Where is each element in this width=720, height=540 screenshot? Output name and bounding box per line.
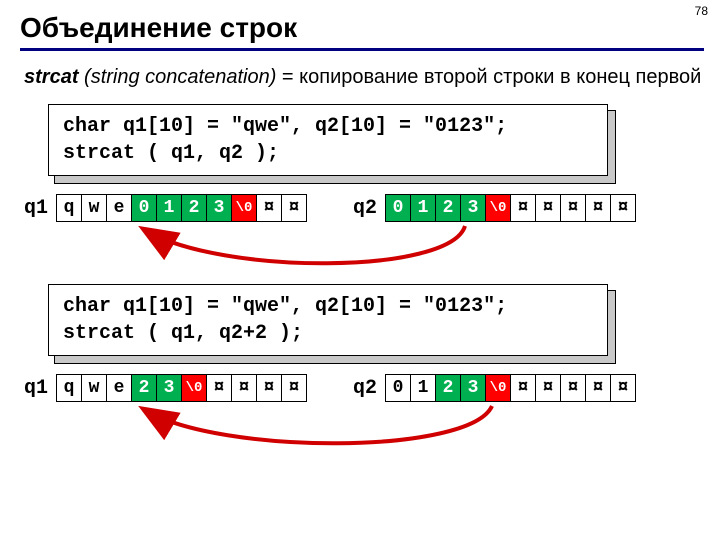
example2-row: q1 qwe23\0¤¤¤¤ q2 0123\0¤¤¤¤¤	[24, 374, 704, 402]
array-cell: w	[81, 374, 107, 402]
array-cell: 2	[435, 194, 461, 222]
array-cell: ¤	[281, 374, 307, 402]
array-cell: ¤	[231, 374, 257, 402]
code-2: char q1[10] = "qwe", q2[10] = "0123"; st…	[48, 284, 608, 356]
q2-label: q2	[353, 197, 377, 220]
desc-rest: = копирование второй строки в конец перв…	[276, 66, 701, 88]
array-cell: ¤	[281, 194, 307, 222]
array-cell: 1	[410, 194, 436, 222]
array-cell: 1	[156, 194, 182, 222]
array-cell: e	[106, 194, 132, 222]
array-cell: ¤	[560, 194, 586, 222]
q1-cells-2: qwe23\0¤¤¤¤	[56, 374, 307, 402]
title-rule	[20, 48, 704, 51]
array-cell: 2	[181, 194, 207, 222]
q2-label-2: q2	[353, 377, 377, 400]
array-cell: ¤	[560, 374, 586, 402]
array-cell: 3	[460, 194, 486, 222]
q1-cells: qwe0123\0¤¤	[56, 194, 307, 222]
q2-cells-2: 0123\0¤¤¤¤¤	[385, 374, 636, 402]
code-1: char q1[10] = "qwe", q2[10] = "0123"; st…	[48, 104, 608, 176]
array-cell: \0	[485, 194, 511, 222]
array-cell: 0	[131, 194, 157, 222]
q1-label: q1	[24, 197, 48, 220]
arrow-2	[20, 400, 720, 470]
array-cell: q	[56, 194, 82, 222]
description: strcat (string concatenation) = копирова…	[24, 65, 704, 90]
array-cell: e	[106, 374, 132, 402]
array-cell: ¤	[206, 374, 232, 402]
array-cell: 3	[156, 374, 182, 402]
arrow-1	[20, 220, 720, 290]
array-cell: 0	[385, 194, 411, 222]
array-cell: ¤	[535, 374, 561, 402]
array-cell: ¤	[610, 194, 636, 222]
page-title: Объединение строк	[20, 12, 704, 44]
array-cell: w	[81, 194, 107, 222]
desc-fn: strcat	[24, 66, 78, 88]
array-cell: ¤	[256, 194, 282, 222]
array-cell: 3	[206, 194, 232, 222]
array-cell: 2	[131, 374, 157, 402]
array-cell: ¤	[510, 374, 536, 402]
array-cell: ¤	[585, 374, 611, 402]
array-cell: ¤	[585, 194, 611, 222]
array-cell: 1	[410, 374, 436, 402]
codebox-1: char q1[10] = "qwe", q2[10] = "0123"; st…	[48, 104, 608, 176]
array-cell: \0	[181, 374, 207, 402]
q1-label-2: q1	[24, 377, 48, 400]
array-cell: ¤	[510, 194, 536, 222]
page-number: 78	[695, 4, 708, 18]
desc-paren: (string concatenation)	[84, 66, 276, 88]
q2-cells: 0123\0¤¤¤¤¤	[385, 194, 636, 222]
array-cell: ¤	[610, 374, 636, 402]
array-cell: \0	[231, 194, 257, 222]
array-cell: \0	[485, 374, 511, 402]
codebox-2: char q1[10] = "qwe", q2[10] = "0123"; st…	[48, 284, 608, 356]
array-cell: 0	[385, 374, 411, 402]
array-cell: ¤	[256, 374, 282, 402]
array-cell: 3	[460, 374, 486, 402]
array-cell: ¤	[535, 194, 561, 222]
array-cell: 2	[435, 374, 461, 402]
array-cell: q	[56, 374, 82, 402]
example1-row: q1 qwe0123\0¤¤ q2 0123\0¤¤¤¤¤	[24, 194, 704, 222]
